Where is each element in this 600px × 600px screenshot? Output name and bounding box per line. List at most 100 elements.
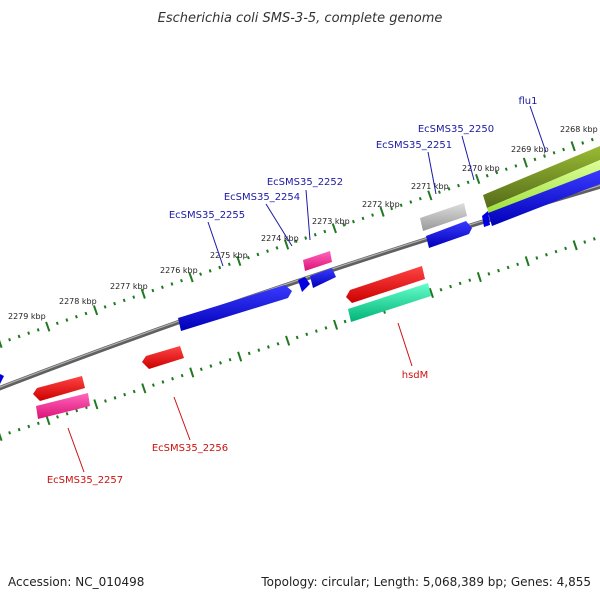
minor-tick	[208, 269, 212, 273]
minor-tick	[535, 256, 539, 260]
gene-label-hsdM[interactable]: hsdM	[402, 370, 429, 381]
major-tick	[92, 305, 99, 316]
leader-2255	[207, 221, 224, 267]
major-tick	[475, 173, 481, 185]
minor-tick	[554, 249, 558, 254]
gene-label-2255[interactable]: EcSMS35_2255	[169, 210, 245, 221]
minor-tick	[439, 287, 443, 292]
minor-tick	[533, 157, 537, 162]
gene-label-2250[interactable]: EcSMS35_2250	[418, 124, 494, 135]
minor-tick	[581, 141, 585, 145]
leader-flu1	[529, 105, 547, 153]
minor-tick	[227, 262, 231, 267]
feature-other-teal[interactable]	[348, 283, 431, 322]
feature-cds-2254-arrow[interactable]	[298, 277, 310, 292]
major-tick	[0, 432, 3, 442]
leader-2251	[427, 151, 437, 195]
minor-tick	[123, 392, 127, 397]
tick-label: 2271 kbp	[411, 182, 449, 191]
minor-tick	[295, 335, 299, 340]
minor-tick	[161, 380, 165, 384]
major-tick	[140, 288, 146, 299]
major-tick	[45, 321, 51, 332]
leader-2252	[305, 189, 311, 241]
major-tick	[427, 190, 433, 201]
tick-label: 2272 kbp	[362, 200, 400, 209]
minor-tick	[545, 253, 548, 257]
minor-tick	[447, 187, 451, 191]
label-leaders	[67, 105, 547, 473]
feature-cds-right[interactable]	[488, 170, 600, 226]
gene-label-flu1[interactable]: flu1	[519, 96, 538, 107]
minor-tick	[84, 311, 88, 316]
feature-cds-2257[interactable]	[33, 376, 85, 401]
major-tick	[45, 415, 51, 426]
feature-cds-2256[interactable]	[142, 346, 184, 369]
tick-ring-upper	[0, 137, 594, 349]
feature-pseudo-gray[interactable]	[420, 203, 467, 231]
minor-tick	[266, 345, 270, 349]
minor-tick	[36, 421, 40, 426]
feature-flu1-upper[interactable]	[483, 146, 600, 208]
minor-tick	[371, 213, 374, 217]
minor-tick	[219, 361, 222, 365]
minor-tick	[151, 288, 155, 293]
minor-tick	[294, 239, 298, 244]
minor-tick	[209, 364, 213, 368]
minor-tick	[122, 298, 126, 303]
feature-cds-small-arrow[interactable]	[482, 211, 490, 227]
minor-tick	[151, 383, 155, 387]
major-tick	[284, 239, 290, 250]
feature-cds-2251[interactable]	[426, 221, 472, 248]
major-tick	[572, 240, 578, 251]
gene-label-2251[interactable]: EcSMS35_2251	[376, 140, 452, 151]
map-title: Escherichia coli SMS-3-5, complete genom…	[158, 11, 443, 26]
major-tick	[141, 383, 147, 394]
minor-tick	[246, 255, 250, 260]
minor-tick	[590, 137, 594, 142]
minor-tick	[228, 357, 232, 362]
gene-label-2254[interactable]: EcSMS35_2254	[224, 192, 300, 203]
major-tick	[93, 399, 99, 410]
feature-cds-2254[interactable]	[310, 268, 336, 288]
minor-tick	[583, 240, 587, 244]
minor-tick	[418, 196, 422, 201]
major-tick	[285, 335, 291, 346]
minor-tick	[65, 411, 69, 416]
minor-tick	[27, 331, 31, 335]
feature-cds-edge[interactable]	[0, 374, 4, 384]
minor-tick	[17, 334, 21, 339]
leader-2250	[461, 135, 475, 181]
gene-label-2252[interactable]: EcSMS35_2252	[267, 177, 343, 188]
minor-tick	[27, 424, 31, 429]
minor-tick	[75, 408, 79, 413]
accession-text: Accession: NC_010498	[8, 575, 144, 589]
tick-labels: 2268 kbp 2269 kbp 2270 kbp 2271 kbp 2272…	[8, 125, 598, 321]
gene-label-2257[interactable]: EcSMS35_2257	[47, 475, 123, 486]
gene-label-2256[interactable]: EcSMS35_2256	[152, 443, 228, 454]
minor-tick	[74, 314, 78, 319]
tick-label: 2276 kbp	[160, 266, 198, 275]
minor-tick	[468, 278, 472, 282]
minor-tick	[314, 329, 318, 333]
feature-cds-2255[interactable]	[178, 285, 292, 331]
major-tick	[476, 271, 482, 283]
minor-tick	[514, 164, 518, 168]
major-tick	[379, 206, 385, 217]
minor-tick	[36, 328, 40, 332]
feature-rna-2257[interactable]	[36, 393, 90, 419]
minor-tick	[160, 285, 164, 290]
minor-tick	[132, 389, 136, 394]
minor-tick	[409, 200, 413, 204]
tick-label: 2268 kbp	[560, 125, 598, 134]
minor-tick	[487, 272, 491, 276]
minor-tick	[497, 268, 500, 273]
feature-rna-2252[interactable]	[303, 251, 332, 271]
minor-tick	[304, 236, 308, 240]
minor-tick	[132, 295, 136, 299]
minor-tick	[516, 262, 520, 267]
feature-cds-hsdM[interactable]	[346, 266, 425, 303]
minor-tick	[8, 431, 12, 435]
minor-tick	[199, 367, 203, 372]
